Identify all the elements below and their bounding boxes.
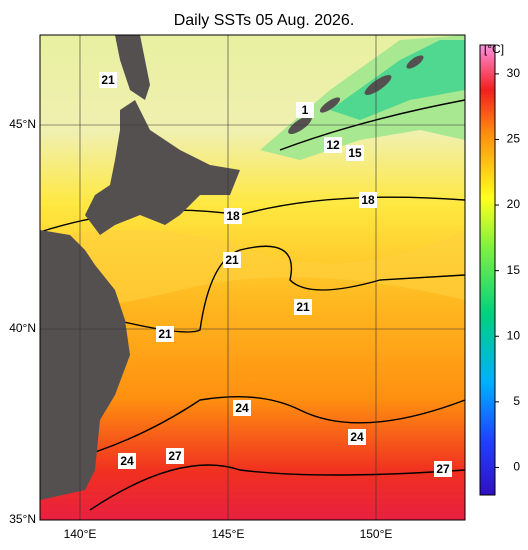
lon-label: 145°E xyxy=(212,527,245,541)
contour-label: 21 xyxy=(158,327,172,341)
map-area xyxy=(40,35,465,520)
contour-label-bg xyxy=(156,326,174,342)
colorbar-tick-label: 30 xyxy=(507,66,521,80)
lon-label: 150°E xyxy=(360,527,393,541)
contour-label-bg xyxy=(233,400,251,416)
contour-label: 27 xyxy=(168,449,182,463)
colorbar-tick-label: 25 xyxy=(507,132,521,146)
lat-label: 35°N xyxy=(9,512,36,526)
warm-band xyxy=(40,229,465,308)
contour-label: 21 xyxy=(101,73,115,87)
contour-label: 15 xyxy=(348,146,362,160)
contour-label-bg xyxy=(346,145,364,161)
colorbar xyxy=(479,44,496,496)
contour-label-bg xyxy=(296,102,314,118)
contour-label: 24 xyxy=(235,401,249,415)
contour-label: 24 xyxy=(120,454,134,468)
contour-label-bg xyxy=(434,461,452,477)
land xyxy=(40,35,424,500)
graticule xyxy=(40,35,465,520)
contour-label-bg xyxy=(359,192,377,208)
colorbar-unit: [°C] xyxy=(484,42,504,56)
contour-label-bg xyxy=(294,299,312,315)
contour-label: 18 xyxy=(226,209,240,223)
contour-label-bg xyxy=(118,453,136,469)
contour-label-bg xyxy=(348,429,366,445)
contour-label-bg xyxy=(224,208,242,224)
map-frame xyxy=(39,34,466,521)
contour-label: 21 xyxy=(296,300,310,314)
lat-label: 40°N xyxy=(9,321,36,335)
contour-label: 24 xyxy=(350,430,364,444)
contour-label: 18 xyxy=(361,193,375,207)
colorbar-tick-label: 5 xyxy=(513,394,520,408)
contour-label-bg xyxy=(99,72,117,88)
contour-label: 1 xyxy=(302,103,309,117)
lon-label: 140°E xyxy=(64,527,97,541)
cold-core xyxy=(330,40,465,120)
colorbar-tick-label: 10 xyxy=(507,328,521,342)
colorbar-tick-label: 0 xyxy=(513,460,520,474)
colorbar-tick-label: 20 xyxy=(507,197,521,211)
contour-label-bg xyxy=(223,252,241,268)
title: Daily SSTs 05 Aug. 2026. xyxy=(174,12,355,29)
contour-label-bg xyxy=(166,448,184,464)
contour-label-bg xyxy=(324,137,342,153)
colorbar-tick-label: 15 xyxy=(507,263,521,277)
contour-label: 21 xyxy=(225,253,239,267)
lat-label: 45°N xyxy=(9,117,36,131)
contour-label: 27 xyxy=(436,462,450,476)
contour-label: 12 xyxy=(326,138,340,152)
